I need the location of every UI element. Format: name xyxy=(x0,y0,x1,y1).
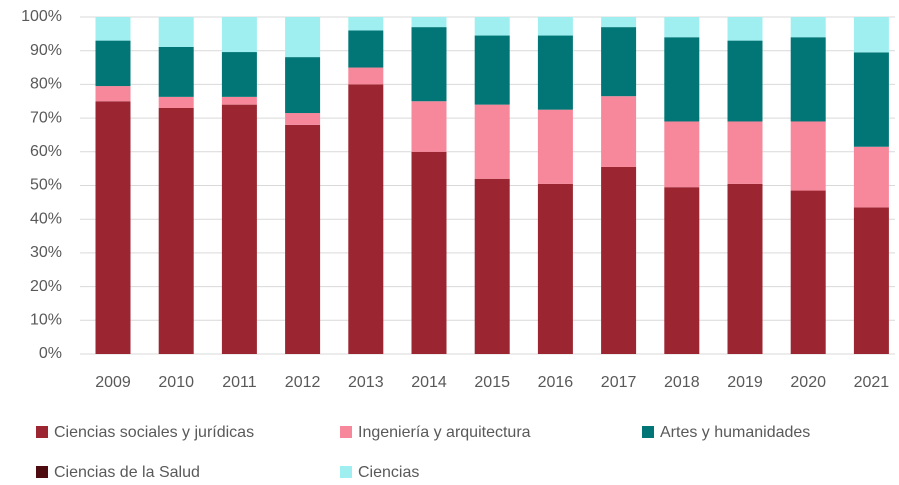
y-tick-label: 70% xyxy=(30,109,62,126)
bar-segment xyxy=(285,124,321,354)
bar-segment xyxy=(221,96,257,105)
bar-segment xyxy=(348,67,384,85)
bar-segment xyxy=(285,17,321,58)
bar-segment xyxy=(727,121,763,184)
bar-segment xyxy=(790,121,826,191)
x-tick-label: 2020 xyxy=(790,374,826,391)
legend-swatch xyxy=(340,466,352,478)
bar-segment xyxy=(348,17,384,31)
bar-segment xyxy=(727,183,763,354)
legend-swatch xyxy=(36,426,48,438)
bar-segment xyxy=(221,17,257,53)
bar-segment xyxy=(790,17,826,38)
bar-segment xyxy=(348,84,384,355)
bar-segment xyxy=(537,35,573,110)
bar-segment xyxy=(601,166,637,354)
bar-segment xyxy=(95,101,131,354)
x-tick-label: 2014 xyxy=(411,374,447,391)
bar-segment xyxy=(474,104,510,179)
y-tick-label: 10% xyxy=(30,312,62,329)
x-tick-label: 2013 xyxy=(348,374,384,391)
bar-segment xyxy=(727,17,763,41)
bar-segment xyxy=(285,113,321,125)
legend-swatch xyxy=(36,466,48,478)
bar-segment xyxy=(664,37,700,122)
bar-segment xyxy=(158,17,194,47)
legend-label: Ciencias de la Salud xyxy=(54,464,200,481)
bar-segment xyxy=(601,17,637,28)
y-tick-label: 40% xyxy=(30,210,62,227)
y-tick-label: 100% xyxy=(21,8,62,25)
bar-segment xyxy=(158,96,194,108)
bar-segment xyxy=(158,107,194,355)
x-tick-label: 2010 xyxy=(158,374,194,391)
bar-segment xyxy=(537,109,573,184)
x-tick-label: 2009 xyxy=(95,374,131,391)
bar-segment xyxy=(790,37,826,122)
y-tick-label: 80% xyxy=(30,76,62,93)
bar-segment xyxy=(474,178,510,354)
bar-segment xyxy=(790,190,826,354)
bar-segment xyxy=(727,40,763,122)
bar-segment xyxy=(601,27,637,97)
x-tick-label: 2018 xyxy=(664,374,700,391)
bar-segment xyxy=(537,17,573,36)
y-tick-label: 90% xyxy=(30,42,62,59)
bar-segment xyxy=(285,57,321,114)
bar-segment xyxy=(348,30,384,68)
bar-segment xyxy=(664,17,700,38)
y-tick-label: 20% xyxy=(30,278,62,295)
bar-segment xyxy=(221,104,257,355)
legend-label: Ciencias sociales y jurídicas xyxy=(54,424,254,441)
bar-segment xyxy=(601,96,637,167)
legend-label: Ingeniería y arquitectura xyxy=(358,424,531,441)
bar-segment xyxy=(95,86,131,102)
legend-label: Artes y humanidades xyxy=(660,424,810,441)
x-tick-label: 2017 xyxy=(601,374,637,391)
bar-segment xyxy=(474,35,510,105)
y-tick-label: 0% xyxy=(39,345,62,362)
bar-segment xyxy=(537,183,573,354)
bar-segment xyxy=(221,52,257,97)
bar-segment xyxy=(95,17,131,41)
bar-segment xyxy=(664,187,700,354)
bar-segment xyxy=(474,17,510,36)
bar-segment xyxy=(664,121,700,188)
bar-segment xyxy=(95,40,131,87)
legend-swatch xyxy=(642,426,654,438)
x-tick-label: 2012 xyxy=(285,374,321,391)
bar-segment xyxy=(411,151,447,354)
bar-segment xyxy=(411,101,447,152)
x-tick-label: 2011 xyxy=(222,374,257,391)
bar-segment xyxy=(853,17,889,53)
x-tick-label: 2021 xyxy=(854,374,890,391)
legend-label: Ciencias xyxy=(358,464,419,481)
bar-segment xyxy=(853,146,889,208)
bar-segment xyxy=(411,27,447,102)
bar-segment xyxy=(853,207,889,354)
x-tick-label: 2016 xyxy=(538,374,574,391)
y-tick-label: 30% xyxy=(30,244,62,261)
legend-swatch xyxy=(340,426,352,438)
bar-segment xyxy=(853,52,889,147)
x-tick-label: 2015 xyxy=(474,374,510,391)
bar-segment xyxy=(158,46,194,97)
y-tick-label: 50% xyxy=(30,177,62,194)
y-tick-label: 60% xyxy=(30,143,62,160)
x-tick-label: 2019 xyxy=(727,374,763,391)
bar-segment xyxy=(411,17,447,28)
